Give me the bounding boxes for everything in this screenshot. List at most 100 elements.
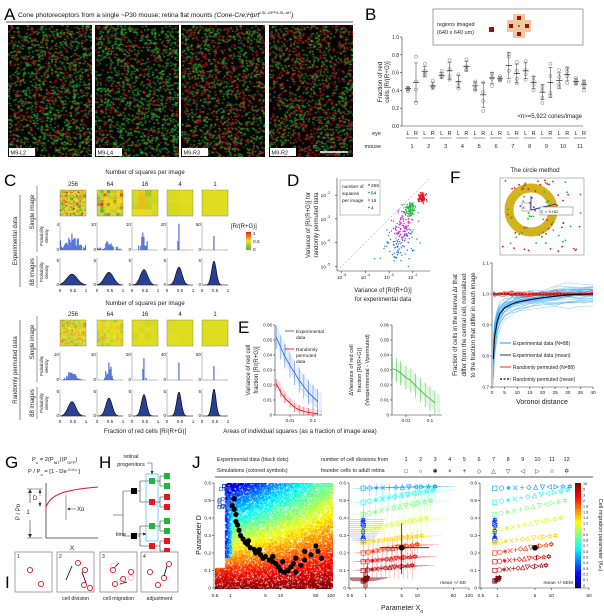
heatmap-cell xyxy=(73,331,75,334)
panel-a-title-text: Cone photoreceptors from a single ~P30 m… xyxy=(18,12,214,19)
heatmap-cell xyxy=(119,323,124,327)
colorbar-segment xyxy=(575,560,581,562)
heatmap-cell xyxy=(81,194,83,197)
scatter-point-16 xyxy=(394,232,396,235)
cell-circle xyxy=(37,580,45,588)
scatter-point-256 xyxy=(419,191,422,194)
heatmap-cell xyxy=(66,193,69,195)
colorbar-title: [R/(R+G)] xyxy=(231,224,257,230)
y-tick-label: 0 xyxy=(386,413,389,418)
heatmap-cell xyxy=(79,337,82,340)
y-tick-label: 0.06 xyxy=(380,323,389,328)
heatmap-cell xyxy=(73,198,75,200)
heatmap-cell xyxy=(81,337,83,340)
scatter-point-4 xyxy=(413,249,415,251)
heatmap-frame xyxy=(201,319,229,347)
simulation-symbol-plus-icon xyxy=(386,495,391,500)
scatter-point-256 xyxy=(421,193,424,195)
heatmap-cell xyxy=(138,339,146,347)
heatmap-cell xyxy=(61,212,64,215)
simulation-square-marker xyxy=(224,487,229,492)
y-tick-label: 1.0 xyxy=(392,35,399,41)
scatter-point-256 xyxy=(418,194,420,196)
pooled-ymax-label: 5 xyxy=(128,258,131,263)
heatmap-cell xyxy=(76,191,78,194)
scatter-point-64 xyxy=(408,212,410,215)
scatter-point-256 xyxy=(423,196,425,199)
heatmap-cell xyxy=(76,204,78,207)
division-symbol: × xyxy=(448,469,452,475)
data-point xyxy=(439,68,444,73)
heatmap-cell xyxy=(76,336,78,338)
simulation-symbol-asterisk-icon xyxy=(506,485,511,491)
heatmap-cell xyxy=(116,190,120,194)
simulation-symbol-triangle-up-icon xyxy=(525,535,531,542)
heatmap-cell xyxy=(138,203,146,210)
histogram-bar xyxy=(140,245,142,251)
scatter-point-256 xyxy=(426,200,428,202)
cell-dot xyxy=(575,248,578,251)
hist-ymax-label: 4 xyxy=(56,222,59,227)
heatmap-cell xyxy=(119,339,124,343)
simulation-symbol-hexagram-icon xyxy=(543,562,549,569)
heatmap-cell xyxy=(63,196,65,199)
colorbar-segment xyxy=(575,581,581,583)
simulation-symbol-triangle-down-icon xyxy=(397,535,403,541)
heatmap-cell xyxy=(100,196,104,200)
heatmap-cell xyxy=(106,206,111,210)
scatter-point-16 xyxy=(399,234,401,236)
y-tick-label: 0 xyxy=(343,586,346,592)
heatmap-cell xyxy=(79,320,82,322)
heatmap-cell xyxy=(71,337,74,340)
heatmap-cell xyxy=(61,204,64,207)
data-point xyxy=(523,68,528,72)
heatmap-cell xyxy=(66,214,69,217)
division-symbol: + xyxy=(463,469,467,475)
simulation-symbol-circle-icon xyxy=(365,558,371,564)
y-tick-label: 0.4 xyxy=(470,516,477,522)
heatmap-cell xyxy=(167,320,181,334)
region-marker-icon xyxy=(489,27,494,32)
division-symbol: ◇ xyxy=(477,469,482,475)
scatter-point-64 xyxy=(405,209,407,211)
heatmap-cell xyxy=(132,320,139,327)
heatmap-cell xyxy=(116,203,120,207)
simulation-symbol-cross-icon xyxy=(507,557,512,563)
simulation-symbol-star-icon xyxy=(558,488,564,494)
data-point xyxy=(439,74,444,78)
heatmap-cell xyxy=(60,203,62,205)
heatmap-cell xyxy=(63,339,65,342)
histogram-bar xyxy=(111,245,113,251)
cell-dot xyxy=(523,184,526,187)
leaf-cell xyxy=(164,518,170,524)
eye-tick-label: L xyxy=(423,131,426,137)
heatmap-cell xyxy=(84,214,87,217)
colorbar-tick-label: 10 xyxy=(583,482,587,486)
heatmap-cell xyxy=(113,329,117,334)
heatmap-cell xyxy=(100,212,104,217)
heatmap-cell xyxy=(64,204,67,207)
heatmap-cell xyxy=(116,193,120,197)
scatter-point-64 xyxy=(412,211,414,214)
heatmap-cell xyxy=(82,206,85,208)
hist-y0-label: 0 xyxy=(56,247,59,252)
heatmap-cell xyxy=(66,333,69,335)
heatmap-cell xyxy=(116,339,120,343)
scatter-point-4 xyxy=(387,241,390,244)
heatmap-cell xyxy=(79,196,82,199)
heatmap-cell xyxy=(63,206,65,208)
heatmap-cell xyxy=(103,212,107,217)
colorbar-segment xyxy=(575,529,581,532)
x-tick-label: 0 xyxy=(59,288,62,293)
heatmap-cell xyxy=(119,326,124,330)
data-point xyxy=(414,54,418,59)
heatmap-cell xyxy=(84,328,87,330)
simulation-symbol-asterisk-icon xyxy=(503,539,509,544)
tree-branch xyxy=(113,490,131,537)
simulation-symbol-circle-icon xyxy=(496,567,502,573)
pooled-y0-label: 0 xyxy=(128,413,131,418)
hist-ymax-label: 10 xyxy=(126,222,132,227)
colorbar-segment xyxy=(575,525,581,528)
heatmap-cell xyxy=(68,199,70,202)
x-tick-label: 10 xyxy=(278,593,284,599)
